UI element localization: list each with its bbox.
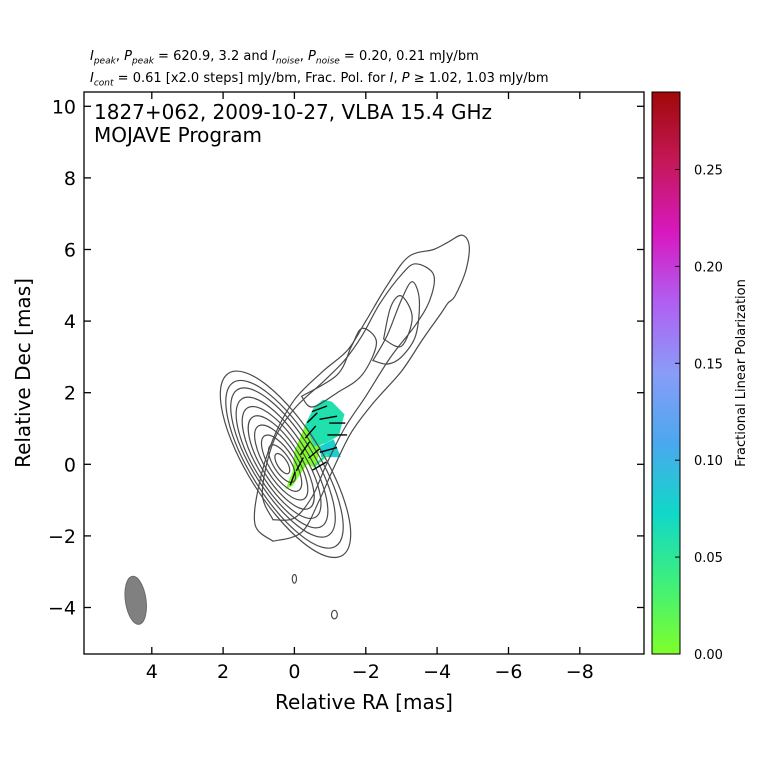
evpa-vector [295,457,304,472]
y-tick-label: 6 [64,240,76,262]
intensity-contour [254,424,309,501]
y-tick-label: 2 [64,383,76,405]
x-tick-label: −2 [352,661,380,683]
colorbar-tick-label: 0.00 [694,648,723,663]
y-tick-label: −4 [48,598,76,620]
evpa-vector [289,471,296,486]
x-tick-label: −8 [566,661,594,683]
colorbar-tick-label: 0.05 [694,551,723,566]
colorbar-tick-label: 0.10 [694,454,723,469]
intensity-contour-small [330,609,338,620]
intensity-contour-outer [371,281,421,365]
evpa-vector [299,441,311,456]
intensity-contour [230,387,336,538]
evpa-vector [304,425,317,439]
evpa-vector [319,446,338,453]
y-tick-label: 0 [64,454,76,476]
beam-layer [124,575,147,625]
x-axis-title: Relative RA [mas] [275,690,453,714]
intensity-contour [260,434,303,492]
evpa-vector [306,412,318,424]
colorbar-tick-label: 0.25 [694,164,723,179]
evpa-vector [311,405,328,413]
evpa-vector-layer [289,405,348,486]
colorbar [651,91,681,655]
header-contour-summary: Icont = 0.61 [x2.0 steps] mJy/bm, Frac. … [90,71,549,89]
intensity-contour [274,452,291,475]
evpa-vector [312,461,327,471]
x-tick-label: 4 [146,661,158,683]
header-intensity-summary: Ipeak, Ppeak = 620.9, 3.2 and Inoise, Pn… [90,49,479,67]
beam-ellipse [124,575,147,625]
colorbar-tick-label: 0.20 [694,260,723,275]
evpa-vector [319,415,338,420]
evpa-vector [308,448,320,459]
intensity-contour [241,405,322,520]
panel-title-line-2: MOJAVE Program [94,123,262,147]
intensity-contour-small [291,573,298,584]
plot-frame [83,91,645,655]
intensity-contour [225,379,344,549]
y-tick-label: −2 [48,526,76,548]
fractional-polarization-patch [319,439,341,458]
intensity-contour-outer [261,263,436,521]
colorbar-tick-label: 0.15 [694,357,723,372]
colorbar-axis: 0.00 0.05 0.10 0.15 0.20 0.25 [675,164,723,663]
x-tick-label: −4 [423,661,451,683]
total-intensity-contours [219,234,470,620]
x-tick-label: 2 [217,661,229,683]
intensity-contour [219,370,352,559]
y-tick-label: 8 [64,168,76,190]
y-tick-label: 4 [64,311,76,333]
intensity-contour-outer [300,327,378,408]
panel-title-line-1: 1827+062, 2009-10-27, VLBA 15.4 GHz [94,100,492,124]
x-tick-label: 0 [288,661,300,683]
y-tick-label: 10 [52,96,76,118]
axes-layer: 4 2 0 −2 −4 −6 −8 −4 −2 0 2 4 6 8 10 [48,92,644,683]
intensity-contour-outer [382,295,413,348]
x-tick-label: −6 [494,661,522,683]
colorbar-title: Fractional Linear Polarization [734,279,749,467]
intensity-contour-outer [253,234,470,542]
y-axis-title: Relative Dec [mas] [11,278,35,468]
